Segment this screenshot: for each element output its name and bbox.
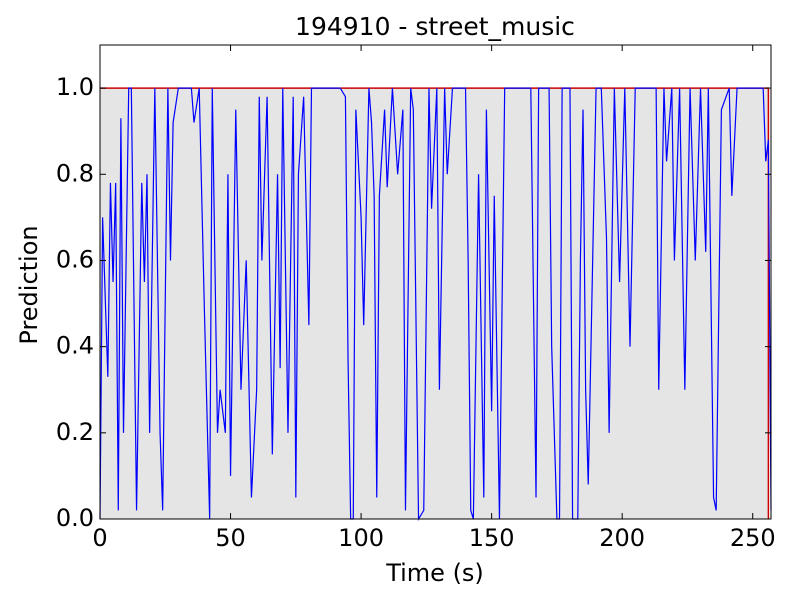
y-tick-label: 0.6 bbox=[56, 245, 94, 273]
y-tick-label: 0.2 bbox=[56, 418, 94, 446]
y-tick-label: 0.8 bbox=[56, 159, 94, 187]
y-tick-label: 1.0 bbox=[56, 73, 94, 101]
x-tick-label: 0 bbox=[92, 524, 107, 552]
plot-frame bbox=[99, 44, 772, 520]
x-tick-label: 250 bbox=[730, 524, 776, 552]
chart-title: 194910 - street_music bbox=[295, 12, 575, 41]
x-axis-label: Time (s) bbox=[385, 559, 484, 587]
area bbox=[100, 88, 769, 519]
x-tick-label: 100 bbox=[338, 524, 384, 552]
x-tick-label: 150 bbox=[469, 524, 515, 552]
line bbox=[99, 87, 772, 522]
y-tick-label: 0.0 bbox=[56, 504, 94, 532]
y-tick-label: 0.4 bbox=[56, 332, 94, 360]
x-tick-label: 50 bbox=[215, 524, 246, 552]
y-axis-label: Prediction bbox=[15, 225, 43, 344]
x-tick-label: 200 bbox=[599, 524, 645, 552]
